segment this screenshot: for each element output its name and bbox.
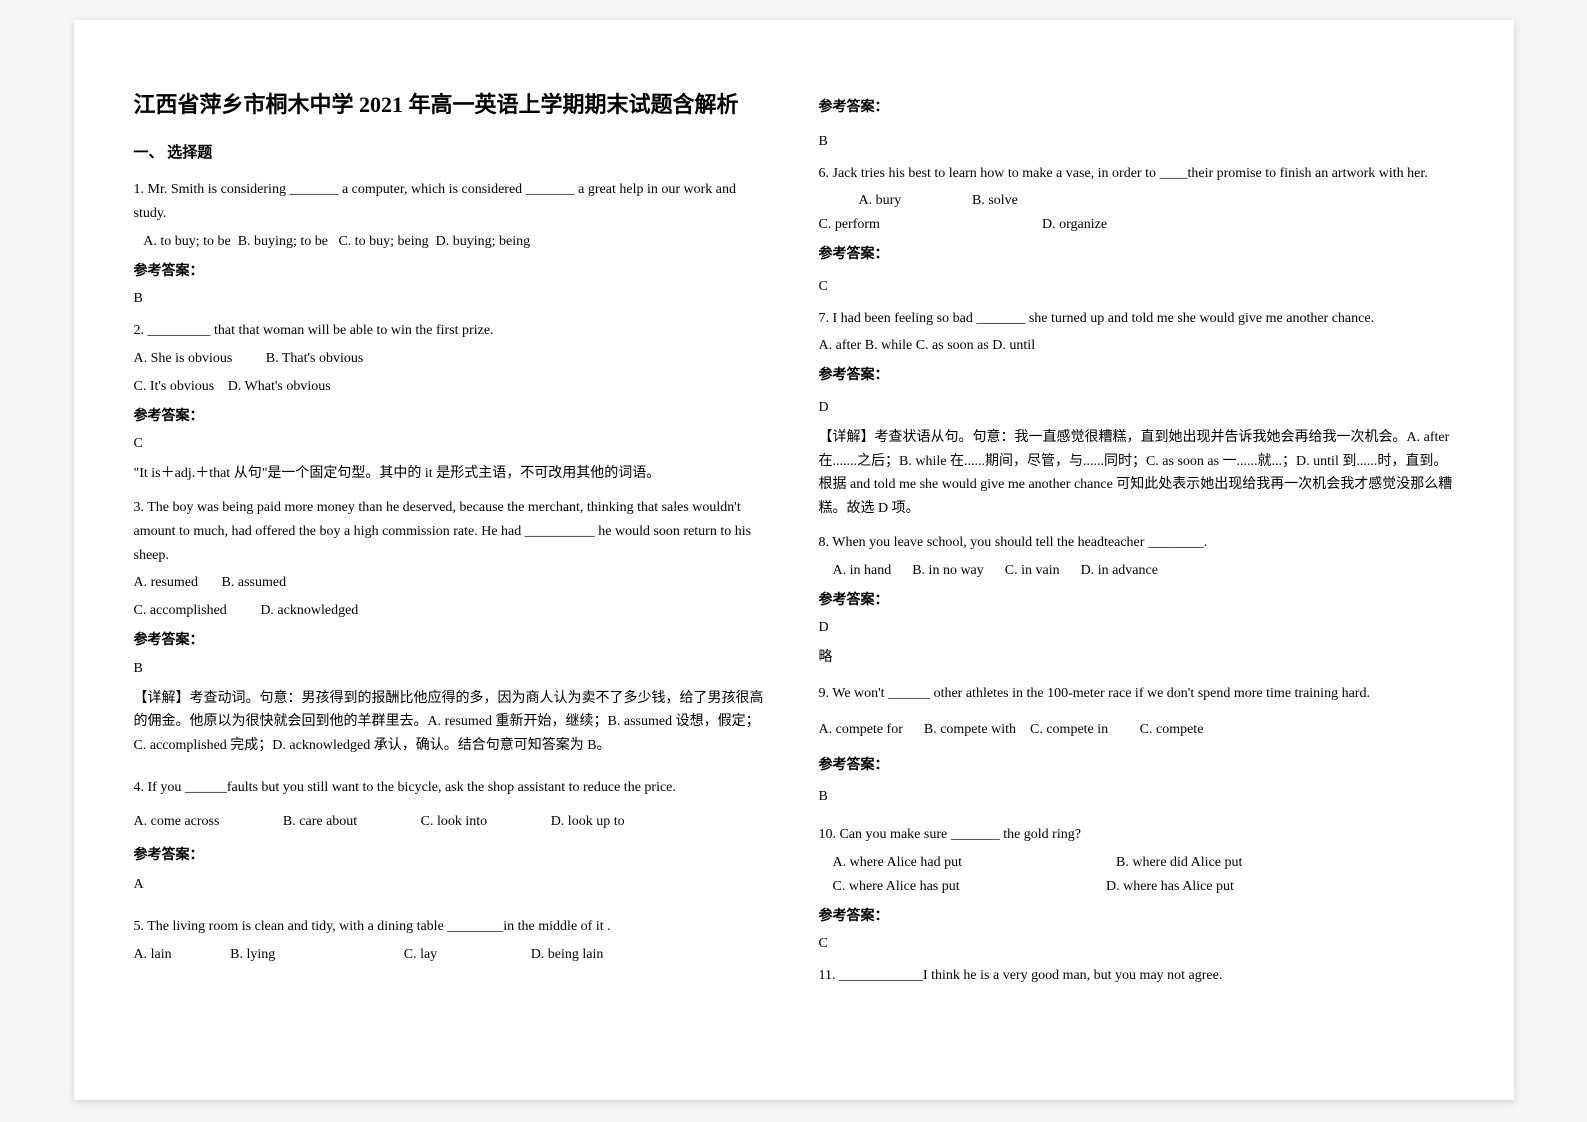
q7-expl: 【详解】考查状语从句。句意：我一直感觉很糟糕，直到她出现并告诉我她会再给我一次机… [819, 426, 1454, 521]
answer-label: 参考答案： [819, 243, 1454, 267]
q2-optB: B. That's obvious [266, 347, 364, 371]
q10-text: 10. Can you make sure _______ the gold r… [819, 823, 1454, 847]
answer-label: 参考答案： [134, 844, 769, 868]
q10-optB: B. where did Alice put [1116, 855, 1242, 870]
q2-expl: "It is＋adj.＋that 从句"是一个固定句型。其中的 it 是形式主语… [134, 462, 769, 486]
q4-ans: A [134, 873, 769, 897]
q1-text: 1. Mr. Smith is considering _______ a co… [134, 178, 769, 226]
answer-label: 参考答案： [819, 589, 1454, 613]
q8-omit: 略 [819, 646, 1454, 670]
q1-ans: B [134, 287, 769, 311]
q3-optB: B. assumed [222, 571, 287, 595]
q3-expl: 【详解】考查动词。句意：男孩得到的报酬比他应得的多，因为商人认为卖不了多少钱，给… [134, 687, 769, 758]
q10-optD: D. where has Alice put [1106, 879, 1234, 894]
q10-optA: A. where Alice had put [833, 851, 1113, 875]
q2-optA: A. She is obvious [134, 347, 233, 371]
q9-text: 9. We won't ______ other athletes in the… [819, 682, 1454, 706]
section-header: 一、 选择题 [134, 141, 769, 167]
q10-opts-row1: A. where Alice had put B. where did Alic… [819, 851, 1454, 875]
q4-text: 4. If you ______faults but you still wan… [134, 776, 769, 800]
q2-ans: C [134, 432, 769, 456]
q6-ans: C [819, 275, 1454, 299]
q8-opts: A. in hand B. in no way C. in vain D. in… [819, 559, 1454, 583]
answer-label: 参考答案： [819, 364, 1454, 388]
q5-optB: B. lying [230, 943, 275, 967]
q3-text: 3. The boy was being paid more money tha… [134, 496, 769, 567]
q7-text: 7. I had been feeling so bad _______ she… [819, 307, 1454, 331]
left-column: 江西省萍乡市桐木中学 2021 年高一英语上学期期末试题含解析 一、 选择题 1… [134, 90, 769, 1060]
right-column: 参考答案： B 6. Jack tries his best to learn … [819, 90, 1454, 1060]
q6-opts: A. bury B. solve C. perform D. organize [819, 189, 1454, 237]
q8-ans: D [819, 616, 1454, 640]
q2-text: 2. _________ that that woman will be abl… [134, 319, 769, 343]
answer-label: 参考答案： [134, 629, 769, 653]
q4-optD: D. look up to [551, 810, 625, 834]
q4-optB: B. care about [283, 810, 357, 834]
q6-optA: A. bury [819, 189, 969, 213]
q3-optD: D. acknowledged [260, 599, 358, 623]
exam-page: 江西省萍乡市桐木中学 2021 年高一英语上学期期末试题含解析 一、 选择题 1… [74, 20, 1514, 1100]
q6-optB: B. solve [972, 189, 1232, 213]
q6-text: 6. Jack tries his best to learn how to m… [819, 162, 1454, 186]
q4-opts: A. come across B. care about C. look int… [134, 810, 769, 834]
q9-opts: A. compete for B. compete with C. compet… [819, 718, 1454, 742]
q4-optA: A. come across [134, 810, 220, 834]
q5-optC: C. lay [404, 943, 437, 967]
q7-opts: A. after B. while C. as soon as D. until [819, 334, 1454, 358]
q9-ans: B [819, 785, 1454, 809]
q3-optC: C. accomplished [134, 599, 227, 623]
q5-optA: A. lain [134, 943, 172, 967]
q10-optC: C. where Alice has put [833, 875, 1103, 899]
q5-text: 5. The living room is clean and tidy, wi… [134, 915, 769, 939]
q5-ans: B [819, 130, 1454, 154]
answer-label: 参考答案： [819, 754, 1454, 778]
q8-text: 8. When you leave school, you should tel… [819, 531, 1454, 555]
q2-opts-row1: A. She is obvious B. That's obvious [134, 347, 769, 371]
q5-opts: A. lain B. lying C. lay D. being lain [134, 943, 769, 967]
answer-label: 参考答案： [134, 260, 769, 284]
q6-optC: C. perform [819, 213, 1039, 237]
answer-label: 参考答案： [819, 96, 1454, 120]
q7-ans: D [819, 396, 1454, 420]
q3-optA: A. resumed [134, 571, 199, 595]
q5-optD: D. being lain [531, 943, 604, 967]
q6-optD: D. organize [1042, 213, 1107, 237]
q1-opts: A. to buy; to be B. buying; to be C. to … [134, 230, 769, 254]
q2-optC: C. It's obvious [134, 375, 215, 399]
q11-text: 11. ____________I think he is a very goo… [819, 964, 1454, 988]
q3-opts-row2: C. accomplished D. acknowledged [134, 599, 769, 623]
q10-ans: C [819, 932, 1454, 956]
page-title: 江西省萍乡市桐木中学 2021 年高一英语上学期期末试题含解析 [134, 90, 769, 121]
q3-ans: B [134, 657, 769, 681]
q2-opts-row2: C. It's obvious D. What's obvious [134, 375, 769, 399]
q10-opts-row2: C. where Alice has put D. where has Alic… [819, 875, 1454, 899]
q3-opts-row1: A. resumed B. assumed [134, 571, 769, 595]
q4-optC: C. look into [421, 810, 488, 834]
answer-label: 参考答案： [819, 905, 1454, 929]
q2-optD: D. What's obvious [228, 375, 331, 399]
answer-label: 参考答案： [134, 405, 769, 429]
